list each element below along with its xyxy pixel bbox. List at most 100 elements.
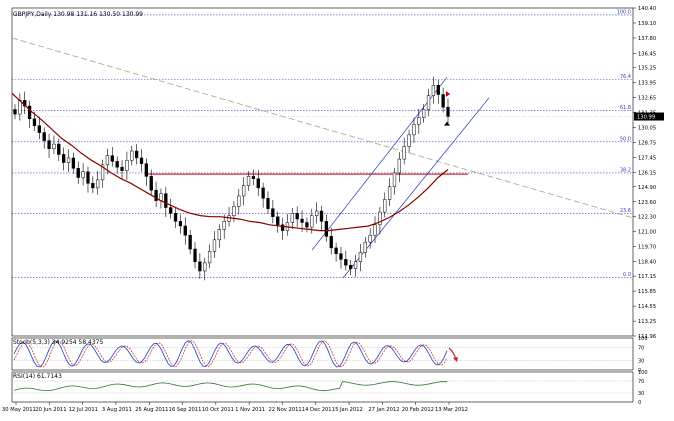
fib-level-labels: 100.0 76.4 61.8 50.0 38.2 23.6 0.0	[617, 9, 631, 277]
x-tick-label: 3 Aug 2011	[102, 407, 132, 413]
candle-body	[417, 117, 421, 125]
y-tick-label: 111.96	[638, 334, 656, 340]
y-tick-label: 133.95	[638, 80, 656, 86]
candle-body	[169, 207, 173, 214]
marker-arrow-icon	[444, 121, 450, 126]
candle-body	[276, 216, 280, 226]
rsi-panel-border	[11, 371, 634, 403]
candle-body	[62, 154, 66, 163]
candle-body	[232, 206, 236, 216]
candle-body	[212, 239, 217, 252]
candle-body	[42, 132, 46, 141]
stoch-level-label: 100	[638, 336, 648, 342]
candle-body	[105, 155, 110, 166]
y-tick-label: 122.30	[638, 215, 656, 221]
y-tick-label: 117.15	[638, 274, 656, 280]
channel-upper-line	[311, 76, 448, 251]
candle-body	[217, 229, 221, 241]
y-tick-label: 136.45	[638, 52, 656, 58]
candle-body	[412, 124, 416, 136]
candle-body	[37, 125, 41, 133]
candle-body	[368, 234, 372, 243]
x-tick-label: 30 May 2011	[2, 407, 36, 413]
candle-body	[383, 199, 387, 213]
candle-body	[178, 221, 183, 227]
moving-average-line	[11, 92, 449, 232]
candle-body	[261, 187, 265, 199]
fib-level-label: 23.6	[620, 208, 631, 214]
rsi-level-label: 0	[638, 400, 641, 406]
candle-body	[387, 186, 392, 200]
candle-body	[329, 236, 333, 249]
candle-body	[349, 264, 353, 269]
y-tick-label: 119.70	[638, 245, 656, 251]
x-tick-label: 5 Jan 2012	[335, 407, 363, 413]
candle-body	[280, 224, 285, 231]
candle-body	[353, 261, 358, 269]
candle-body	[378, 211, 382, 226]
stoch-level-label: 70	[638, 346, 644, 352]
x-tick-label: 25 Aug 2011	[135, 407, 168, 413]
y-tick-label: 115.85	[638, 289, 656, 295]
candle-body	[144, 163, 149, 177]
candle-body	[183, 225, 187, 236]
rsi-panel: 100 70 30 0	[11, 370, 648, 406]
y-tick-label: 132.65	[638, 95, 656, 101]
candle-body	[324, 221, 329, 237]
x-tick-label: 20 Feb 2012	[402, 407, 434, 413]
candle-body	[76, 168, 80, 178]
candle-body	[173, 213, 178, 222]
candle-body	[130, 150, 134, 161]
candle-body	[164, 193, 168, 208]
chart-header-label: GBPJPY,Daily 130.98 131.16 130.50 130.99	[13, 11, 143, 18]
rsi-level-label: 30	[638, 391, 644, 397]
stoch-arrowhead-icon	[453, 357, 458, 362]
candle-body	[52, 143, 56, 149]
candle-body	[407, 134, 411, 147]
stoch-header-label: Stoch(5,3,3) 34.9254 58.4375	[13, 339, 104, 346]
candle-body	[422, 109, 426, 118]
candle-body	[115, 161, 119, 168]
fib-level-label: 50.0	[620, 136, 631, 142]
fib-level-label: 100.0	[617, 9, 631, 15]
candle-body	[110, 155, 114, 162]
main-price-panel	[11, 7, 634, 337]
candle-body	[203, 262, 207, 272]
y-tick-label: 114.55	[638, 304, 656, 310]
fib-level-label: 38.2	[620, 167, 631, 173]
candle-body	[295, 213, 299, 220]
fib-level-label: 76.4	[620, 74, 631, 80]
candle-body	[392, 172, 397, 188]
candle-body	[314, 210, 319, 216]
candle-body	[290, 213, 294, 223]
stoch-level-label: 30	[638, 358, 644, 364]
candle-body	[266, 198, 270, 209]
candle-body	[426, 95, 431, 110]
y-tick-label: 139.10	[638, 21, 656, 27]
x-tick-label: 12 Jul 2011	[69, 407, 98, 413]
y-tick-label: 135.25	[638, 65, 656, 71]
stochastic-panel: 100 70 30 0	[11, 336, 648, 374]
candle-body	[397, 158, 401, 174]
price-plot	[11, 14, 634, 281]
candle-body	[373, 224, 377, 236]
candle-body	[100, 164, 105, 181]
candle-body	[246, 176, 251, 186]
y-tick-label: 137.80	[638, 36, 656, 42]
candle-body	[334, 247, 338, 254]
candle-body	[86, 171, 90, 184]
y-tick-label: 118.40	[638, 260, 656, 266]
current-price-box	[634, 112, 664, 121]
candle-body	[154, 189, 158, 201]
channel-lower-line	[342, 97, 490, 279]
candle-body	[251, 176, 256, 179]
candle-body	[13, 109, 17, 115]
x-tick-label: 27 Jan 2012	[368, 407, 399, 413]
x-tick-label: 22 Nov 2011	[268, 407, 301, 413]
y-tick-label: 113.25	[638, 319, 656, 325]
y-tick-label: 128.75	[638, 140, 656, 146]
candle-body	[139, 157, 144, 164]
candle-body	[222, 221, 226, 230]
